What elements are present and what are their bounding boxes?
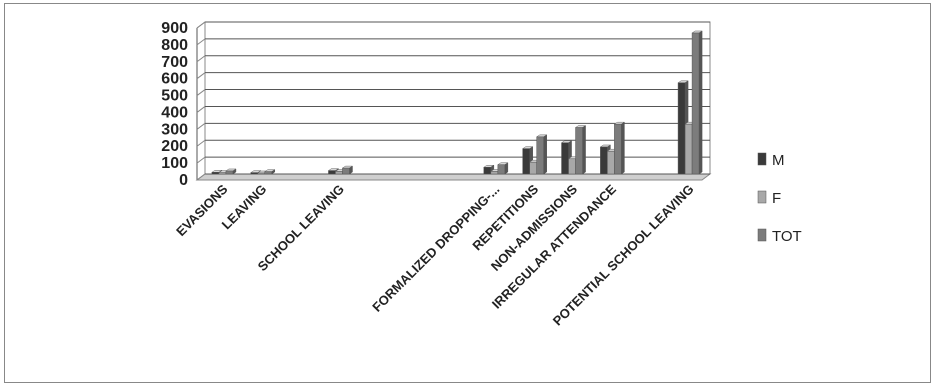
bar-face [490, 171, 499, 175]
bar-face [218, 172, 227, 175]
bar-tot [263, 169, 276, 175]
bar-tot [341, 165, 354, 175]
bar-tot [691, 30, 703, 175]
bar-tot [497, 162, 509, 175]
legend-label: TOT [772, 228, 802, 245]
plot-wall [204, 21, 711, 175]
y-tick-label: 300 [161, 121, 188, 138]
gridline-side [196, 173, 206, 181]
bar-face [614, 123, 622, 175]
legend-swatch [757, 228, 767, 242]
y-tick-label: 900 [161, 20, 188, 37]
x-tick-label: SCHOOL LEAVING [255, 182, 347, 274]
bar-face [335, 171, 343, 175]
gridline-side [196, 89, 206, 96]
gridline-side [196, 72, 206, 80]
bar-face [211, 172, 220, 175]
bar-face [561, 142, 569, 175]
legend-swatch [757, 190, 767, 204]
bar-face [575, 127, 583, 175]
legend-swatch [757, 152, 767, 166]
y-tick-label: 500 [161, 88, 188, 105]
gridline-side [196, 122, 206, 130]
bar-side [698, 30, 703, 175]
bar-face [536, 136, 544, 175]
legend-item: F [757, 190, 781, 207]
y-tick-label: 0 [179, 172, 188, 189]
gridline-side [196, 139, 206, 147]
y-tick-label: 400 [161, 104, 188, 121]
gridline-side [196, 55, 206, 63]
bar-face [677, 82, 686, 175]
bar-face [250, 172, 259, 175]
gridline-side [196, 21, 206, 29]
bar-face [225, 170, 234, 175]
legend-item: M [757, 152, 785, 169]
bar-face [257, 172, 266, 175]
bar-face [497, 164, 506, 175]
y-tick-label: 700 [161, 54, 188, 71]
y-tick-label: 200 [161, 138, 188, 155]
bar-side [621, 121, 625, 175]
x-tick-label: EVASIONS [173, 181, 231, 239]
bar-face [328, 170, 336, 175]
bar-face [522, 148, 530, 175]
y-tick-label: 800 [161, 37, 188, 54]
bar-face [607, 150, 615, 175]
bar-side [543, 134, 547, 175]
gridline-side [196, 38, 206, 46]
y-tick-label: 100 [161, 155, 188, 172]
y-tick-label: 600 [161, 71, 188, 88]
plot-floor [195, 173, 712, 181]
bar-face [529, 161, 537, 175]
bar-face [600, 146, 608, 175]
bar-face [691, 32, 700, 175]
bar-face [264, 171, 273, 175]
bar-face [568, 158, 576, 175]
bar-face [483, 166, 492, 175]
legend-label: F [772, 190, 781, 207]
legend-label: M [772, 152, 785, 169]
gridline-side [196, 106, 206, 113]
bar-tot [225, 168, 237, 175]
bar-tot [535, 134, 548, 175]
bar-tot [613, 121, 626, 175]
bar-tot [574, 125, 587, 175]
bar-face [342, 167, 350, 175]
gridline-side [196, 156, 206, 164]
legend-item: TOT [757, 228, 802, 245]
bar-side [582, 125, 586, 175]
bar-side [504, 162, 509, 175]
x-tick-label: POTENTIAL SCHOOL LEAVING [550, 182, 697, 329]
bar-face [684, 123, 693, 175]
